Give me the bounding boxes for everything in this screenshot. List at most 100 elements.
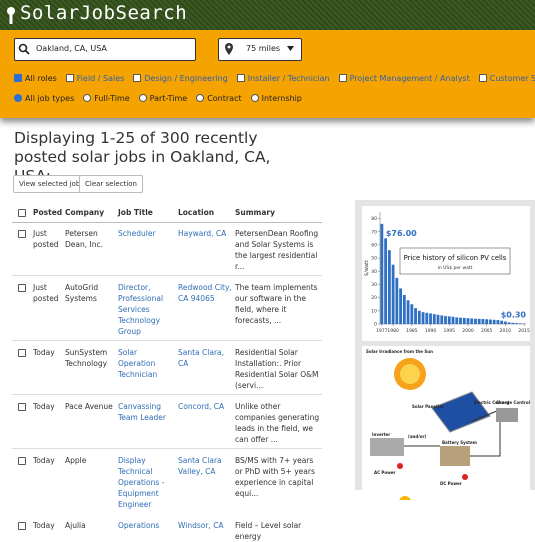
location[interactable]: Santa Clara Valley, CA bbox=[178, 455, 232, 477]
diagram-label: Battery System bbox=[442, 440, 477, 445]
bar bbox=[489, 320, 492, 324]
bar bbox=[422, 312, 425, 324]
checkbox bbox=[237, 74, 245, 82]
bar bbox=[425, 313, 428, 324]
type-option[interactable]: Contract bbox=[196, 94, 241, 103]
checkbox bbox=[133, 74, 141, 82]
posted: Just posted bbox=[33, 228, 63, 250]
type-option[interactable]: Full-Time bbox=[83, 94, 129, 103]
bar bbox=[384, 238, 387, 324]
role-option[interactable]: Field / Sales bbox=[66, 74, 125, 83]
diagram-label: AC Power bbox=[374, 470, 396, 475]
checkbox bbox=[18, 209, 26, 217]
bar bbox=[448, 316, 451, 324]
radio bbox=[83, 94, 91, 102]
job-title[interactable]: Display Technical Operations - Equipment… bbox=[118, 455, 174, 510]
radio bbox=[14, 94, 22, 102]
type-option[interactable]: Internship bbox=[251, 94, 302, 103]
diagram-label: Charge Controller bbox=[496, 400, 530, 405]
column-header: Location bbox=[178, 208, 214, 217]
location[interactable]: Redwood City, CA 94065 bbox=[178, 282, 232, 304]
annotation: $76.00 bbox=[386, 229, 417, 238]
checkbox bbox=[479, 74, 487, 82]
clear-selection-button[interactable]: Clear selection bbox=[79, 175, 143, 193]
chart-title: Price history of silicon PV cells bbox=[404, 254, 507, 262]
location[interactable]: Concord, CA bbox=[178, 401, 232, 412]
job-title[interactable]: Operations bbox=[118, 520, 174, 531]
bar bbox=[433, 314, 436, 324]
role-option[interactable]: All roles bbox=[14, 74, 57, 83]
next-image bbox=[355, 490, 535, 500]
chart-subtitle: in US$ per watt bbox=[438, 265, 473, 271]
bar bbox=[444, 316, 447, 324]
bar bbox=[440, 315, 443, 324]
location[interactable]: Windsor, CA bbox=[178, 520, 232, 531]
posted: Today bbox=[33, 520, 63, 531]
bar bbox=[485, 319, 488, 324]
bar bbox=[452, 317, 455, 324]
bar bbox=[478, 319, 481, 324]
row-checkbox[interactable] bbox=[18, 349, 26, 357]
row-separator bbox=[12, 275, 322, 276]
summary: BS/MS with 7+ years or PhD with 5+ years… bbox=[235, 455, 321, 499]
checkbox bbox=[339, 74, 347, 82]
row-checkbox[interactable] bbox=[18, 230, 26, 238]
company: AutoGrid Systems bbox=[65, 282, 115, 304]
job-title[interactable]: Director, Professional Services Technolo… bbox=[118, 282, 174, 337]
role-option[interactable]: Design / Engineering bbox=[133, 74, 227, 83]
diagram-label: Inverter bbox=[372, 432, 390, 437]
option-label: Design / Engineering bbox=[144, 74, 227, 83]
row-checkbox[interactable] bbox=[18, 457, 26, 465]
x-tick-label: 1995 bbox=[444, 328, 456, 334]
bar bbox=[500, 321, 503, 324]
bar bbox=[380, 224, 383, 324]
role-option[interactable]: Project Management / Analyst bbox=[339, 74, 470, 83]
y-axis-label: $/watt bbox=[364, 260, 370, 276]
bar bbox=[470, 318, 473, 324]
job-title[interactable]: Solar Operation Technician bbox=[118, 347, 174, 380]
bar bbox=[497, 320, 500, 324]
radio bbox=[139, 94, 147, 102]
x-tick-label: 2015 bbox=[518, 328, 530, 334]
type-option[interactable]: Part-Time bbox=[139, 94, 188, 103]
role-option[interactable]: Installer / Technician bbox=[237, 74, 330, 83]
bar bbox=[504, 322, 507, 324]
summary: Residential Solar Installation:. Prior R… bbox=[235, 347, 321, 391]
summary: PetersenDean Roofing and Solar Systems i… bbox=[235, 228, 321, 272]
posted: Just posted bbox=[33, 282, 63, 304]
option-label: Contract bbox=[207, 94, 241, 103]
row-checkbox[interactable] bbox=[18, 284, 26, 292]
row-separator bbox=[12, 394, 322, 395]
column-header: Posted bbox=[33, 208, 62, 217]
company: Pace Avenue bbox=[65, 401, 115, 412]
diagram-label: Solar Irradiance from the Sun bbox=[366, 349, 433, 354]
bar bbox=[403, 295, 406, 324]
logo[interactable]: SolarJobSearch bbox=[20, 2, 187, 24]
bar bbox=[463, 318, 466, 324]
x-tick-label: 2010 bbox=[500, 328, 512, 334]
bar bbox=[515, 323, 518, 324]
type-option[interactable]: All job types bbox=[14, 94, 74, 103]
logo-icon bbox=[5, 5, 17, 25]
bar bbox=[418, 311, 421, 324]
y-tick-label: 80 bbox=[371, 216, 377, 222]
page: SolarJobSearch Oakland, CA, USA 75 miles… bbox=[0, 0, 535, 500]
job-title[interactable]: Scheduler bbox=[118, 228, 174, 239]
diagram-label: Solar Panel(s) bbox=[412, 404, 444, 409]
sun-icon bbox=[390, 490, 420, 500]
row-checkbox[interactable] bbox=[18, 403, 26, 411]
bar bbox=[429, 313, 432, 324]
location[interactable]: Hayward, CA bbox=[178, 228, 232, 239]
bar bbox=[474, 319, 477, 324]
header-separator bbox=[12, 222, 322, 223]
job-title[interactable]: Canvassing Team Leader bbox=[118, 401, 174, 423]
row-checkbox[interactable] bbox=[18, 522, 26, 530]
location-value: Oakland, CA, USA bbox=[36, 44, 107, 53]
option-label: Internship bbox=[262, 94, 302, 103]
location[interactable]: Santa Clara, CA bbox=[178, 347, 232, 369]
company: SunSystem Technology bbox=[65, 347, 115, 369]
y-tick-label: 60 bbox=[371, 242, 377, 248]
role-option[interactable]: Customer Service bbox=[479, 74, 535, 83]
company: Petersen Dean, Inc. bbox=[65, 228, 115, 250]
